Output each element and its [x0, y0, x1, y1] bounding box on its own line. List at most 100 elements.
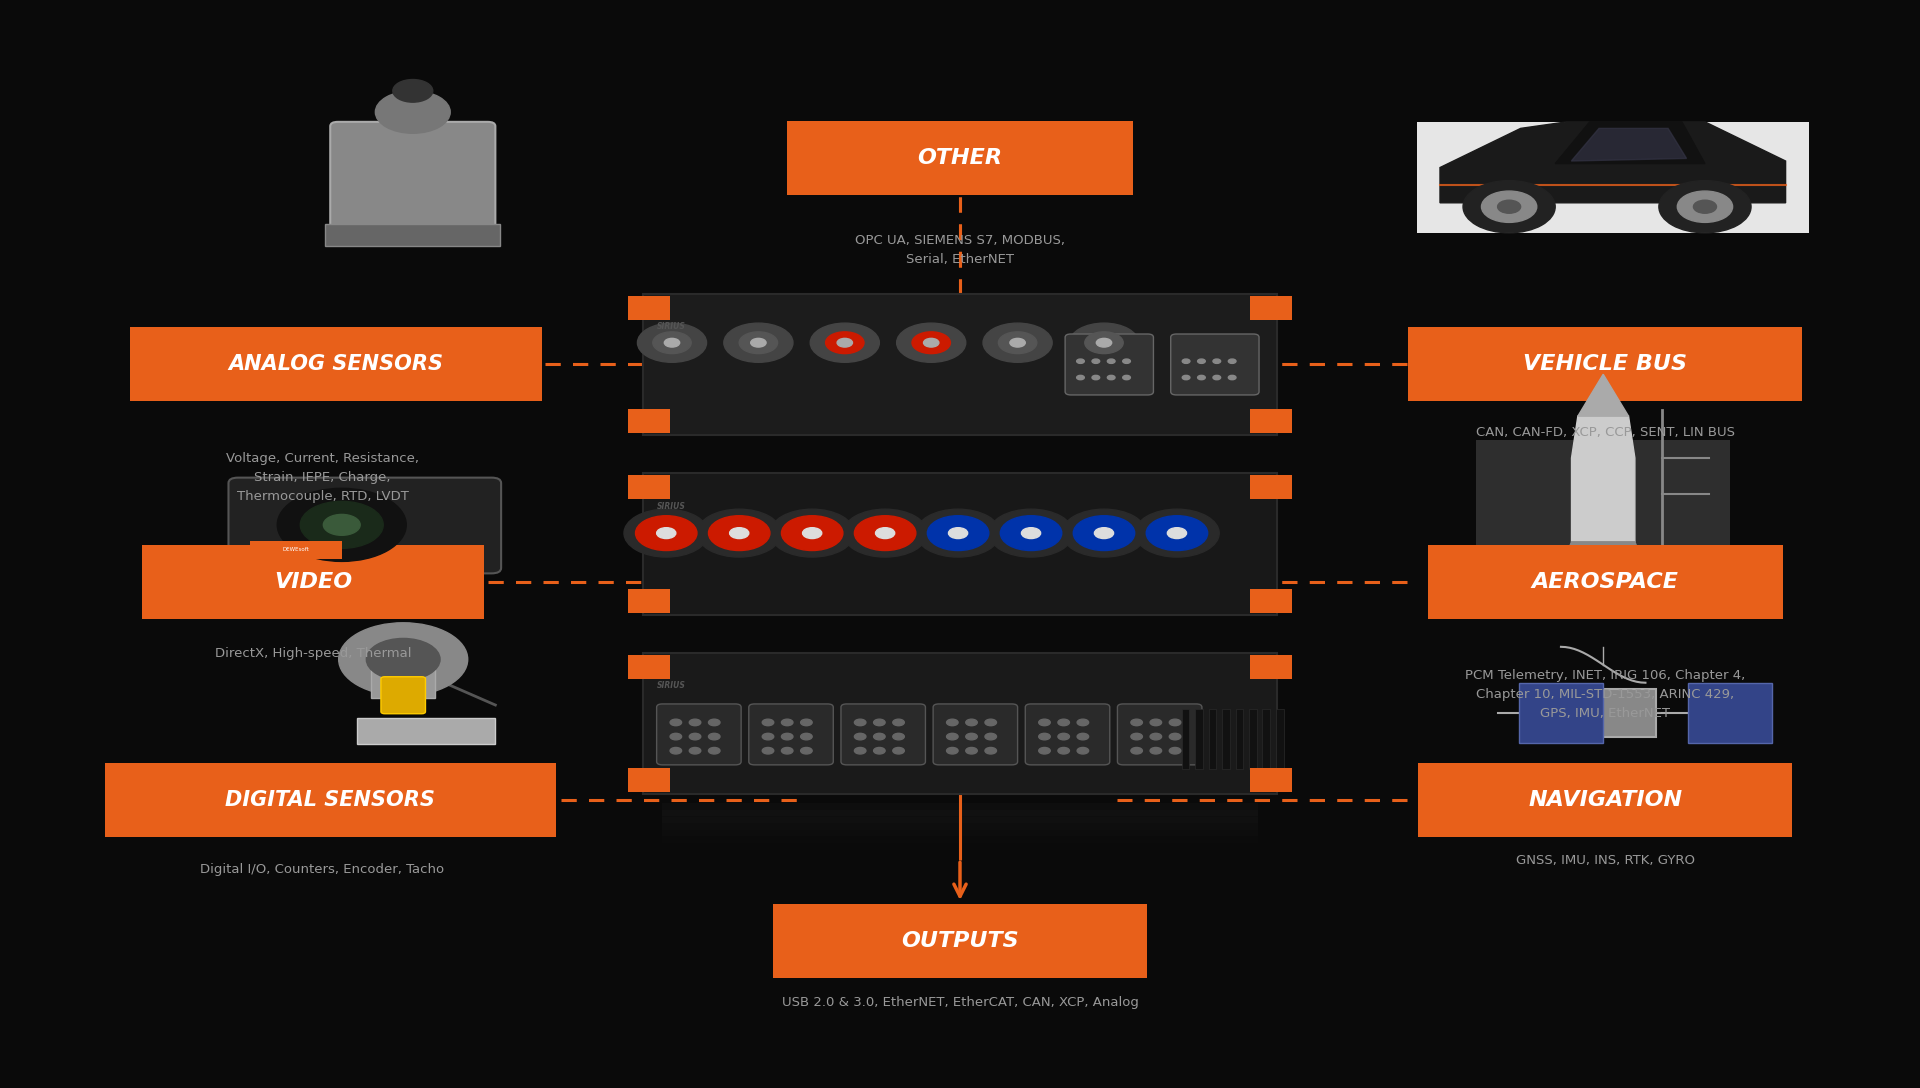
Circle shape	[1131, 747, 1142, 754]
Circle shape	[1498, 200, 1521, 213]
Circle shape	[730, 528, 749, 539]
Circle shape	[1150, 747, 1162, 754]
Circle shape	[1229, 359, 1236, 363]
Circle shape	[689, 747, 701, 754]
FancyBboxPatch shape	[1688, 683, 1772, 743]
FancyBboxPatch shape	[1250, 296, 1292, 320]
Circle shape	[697, 509, 781, 557]
FancyBboxPatch shape	[1427, 545, 1782, 619]
FancyBboxPatch shape	[129, 327, 541, 401]
FancyBboxPatch shape	[380, 677, 426, 714]
Text: CAN, CAN-FD, XCP, CCP, SENT, LIN BUS: CAN, CAN-FD, XCP, CCP, SENT, LIN BUS	[1476, 426, 1734, 440]
Circle shape	[376, 91, 449, 133]
Circle shape	[874, 719, 885, 726]
FancyBboxPatch shape	[662, 803, 1258, 816]
Circle shape	[708, 733, 720, 740]
Circle shape	[670, 747, 682, 754]
FancyBboxPatch shape	[1417, 763, 1793, 837]
FancyBboxPatch shape	[1476, 440, 1730, 596]
Circle shape	[708, 719, 720, 726]
Circle shape	[1123, 359, 1131, 363]
Circle shape	[897, 323, 966, 362]
Circle shape	[854, 516, 916, 551]
Circle shape	[803, 528, 822, 539]
Circle shape	[843, 509, 927, 557]
Circle shape	[1213, 375, 1221, 380]
Circle shape	[985, 719, 996, 726]
Polygon shape	[1440, 122, 1786, 202]
Text: NAVIGATION: NAVIGATION	[1528, 790, 1682, 809]
Circle shape	[751, 338, 766, 347]
Circle shape	[1198, 359, 1206, 363]
Circle shape	[837, 338, 852, 347]
Text: SIRIUS: SIRIUS	[657, 502, 685, 510]
FancyBboxPatch shape	[628, 768, 670, 792]
Circle shape	[1058, 719, 1069, 726]
FancyBboxPatch shape	[1248, 709, 1256, 769]
Circle shape	[762, 733, 774, 740]
Text: PCM Telemetry, INET, IRIG 106, Chapter 4,
Chapter 10, MIL-STD-1553, ARINC 429,
G: PCM Telemetry, INET, IRIG 106, Chapter 4…	[1465, 669, 1745, 720]
Circle shape	[1096, 338, 1112, 347]
FancyBboxPatch shape	[1236, 709, 1242, 769]
Circle shape	[636, 516, 697, 551]
Circle shape	[1077, 747, 1089, 754]
Circle shape	[1169, 733, 1181, 740]
FancyBboxPatch shape	[628, 589, 670, 613]
Circle shape	[1463, 181, 1555, 233]
FancyBboxPatch shape	[324, 224, 499, 247]
Circle shape	[1108, 359, 1116, 363]
Circle shape	[739, 332, 778, 354]
Circle shape	[947, 747, 958, 754]
Text: DirectX, High-speed, Thermal: DirectX, High-speed, Thermal	[215, 647, 411, 660]
Circle shape	[826, 332, 864, 354]
FancyBboxPatch shape	[643, 294, 1277, 435]
Circle shape	[876, 528, 895, 539]
Circle shape	[657, 528, 676, 539]
Circle shape	[689, 719, 701, 726]
FancyBboxPatch shape	[1417, 122, 1809, 233]
Circle shape	[983, 323, 1052, 362]
FancyBboxPatch shape	[787, 121, 1133, 195]
Text: SIRIUS: SIRIUS	[657, 681, 685, 690]
FancyBboxPatch shape	[250, 541, 342, 559]
Polygon shape	[1557, 542, 1649, 578]
Circle shape	[323, 515, 361, 535]
Circle shape	[1085, 332, 1123, 354]
FancyBboxPatch shape	[1181, 709, 1188, 769]
Circle shape	[1062, 509, 1146, 557]
FancyBboxPatch shape	[1210, 709, 1217, 769]
FancyBboxPatch shape	[628, 296, 670, 320]
FancyBboxPatch shape	[1250, 655, 1292, 679]
Circle shape	[948, 528, 968, 539]
FancyBboxPatch shape	[1551, 689, 1655, 737]
FancyBboxPatch shape	[643, 653, 1277, 794]
FancyBboxPatch shape	[662, 816, 1258, 829]
Text: OTHER: OTHER	[918, 148, 1002, 168]
Circle shape	[947, 733, 958, 740]
Circle shape	[1058, 747, 1069, 754]
FancyBboxPatch shape	[1250, 589, 1292, 613]
Circle shape	[1150, 719, 1162, 726]
Circle shape	[1123, 375, 1131, 380]
Circle shape	[338, 622, 468, 696]
Text: DEWEsoft: DEWEsoft	[282, 547, 309, 552]
Circle shape	[801, 719, 812, 726]
Text: USB 2.0 & 3.0, EtherNET, EtherCAT, CAN, XCP, Analog: USB 2.0 & 3.0, EtherNET, EtherCAT, CAN, …	[781, 996, 1139, 1009]
Circle shape	[1482, 191, 1536, 222]
FancyBboxPatch shape	[1519, 683, 1603, 743]
Text: ANALOG SENSORS: ANALOG SENSORS	[228, 355, 444, 374]
Circle shape	[1659, 181, 1751, 233]
Circle shape	[998, 332, 1037, 354]
FancyBboxPatch shape	[772, 904, 1146, 978]
Circle shape	[985, 733, 996, 740]
Circle shape	[1000, 516, 1062, 551]
Circle shape	[781, 733, 793, 740]
Circle shape	[1039, 719, 1050, 726]
Circle shape	[916, 509, 1000, 557]
Text: VIDEO: VIDEO	[275, 572, 351, 592]
Polygon shape	[1555, 122, 1705, 163]
FancyBboxPatch shape	[1221, 709, 1229, 769]
Text: OUTPUTS: OUTPUTS	[900, 931, 1020, 951]
Circle shape	[1146, 516, 1208, 551]
Text: OPC UA, SIEMENS S7, MODBUS,
Serial, EtherNET: OPC UA, SIEMENS S7, MODBUS, Serial, Ethe…	[854, 234, 1066, 265]
